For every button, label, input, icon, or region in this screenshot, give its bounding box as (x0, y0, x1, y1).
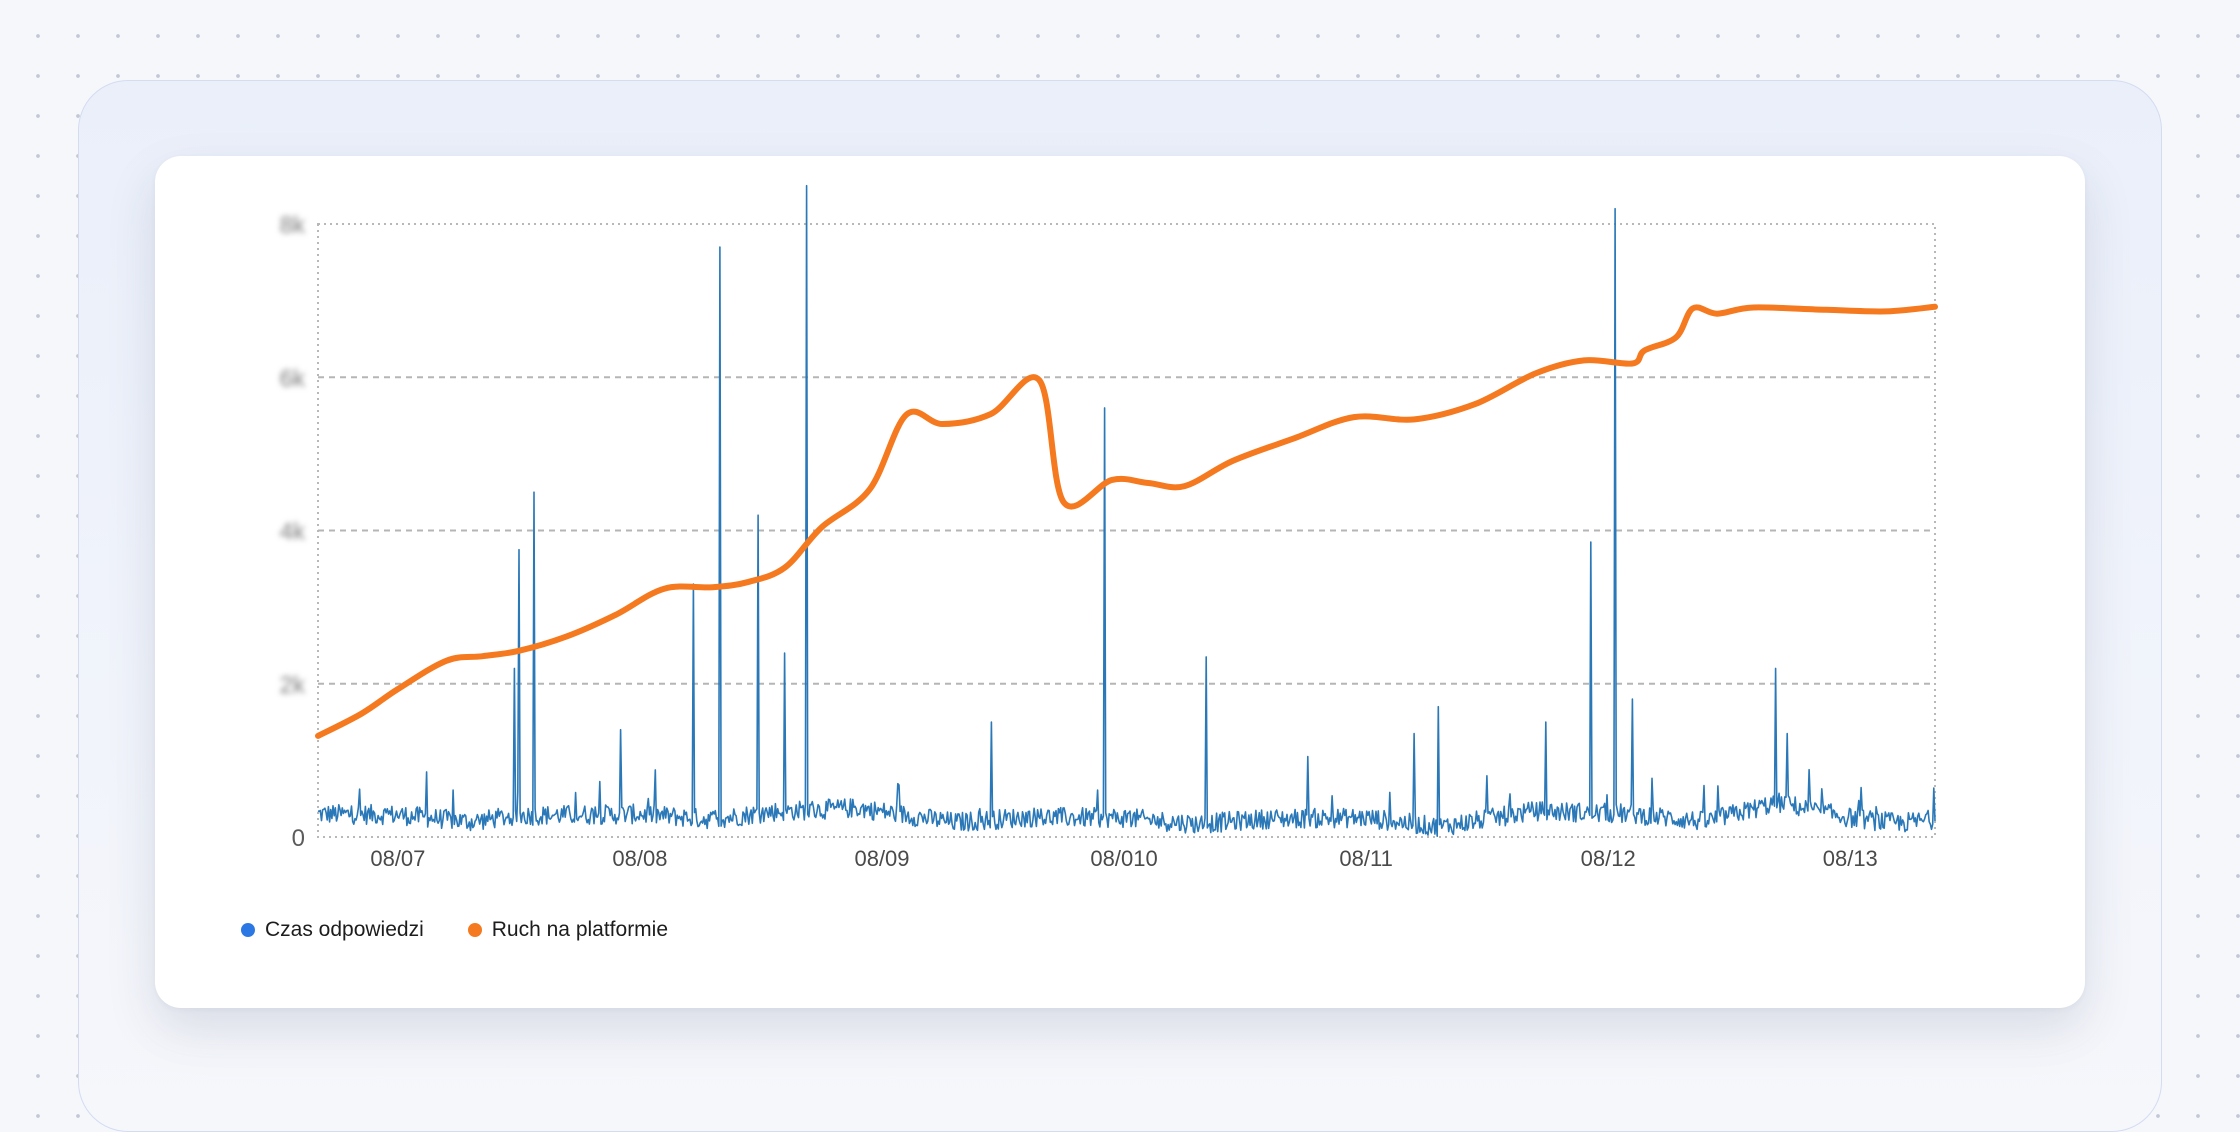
y-tick-label: 8k (280, 212, 306, 239)
x-tick-labels: 08/07 08/08 08/09 08/010 08/11 08/12 08/13 (370, 846, 1877, 871)
series-line-czas-odpowiedzi (317, 184, 1936, 837)
x-tick-label: 08/13 (1823, 846, 1878, 871)
y-tick-label: 6k (280, 365, 306, 392)
y-tick-label: 4k (280, 519, 306, 546)
x-tick-label: 08/11 (1339, 846, 1392, 871)
x-tick-label: 08/08 (612, 846, 667, 871)
line-chart: 0 2k 4k 6k 8k 08/07 08/08 08/09 08/010 08/11 08/1… (280, 184, 1938, 871)
legend-label: Ruch na platformie (491, 918, 669, 941)
x-tick-label: 08/07 (370, 846, 425, 871)
y-tick-label: 0 (292, 825, 305, 852)
x-tick-label: 08/12 (1581, 846, 1636, 871)
x-tick-label: 08/010 (1090, 846, 1157, 871)
series-line-ruch-na-platformie (315, 303, 1938, 739)
legend-item-ruch-na-platformie[interactable]: Ruch na platformie (467, 918, 669, 942)
chart-card: 0 2k 4k 6k 8k 08/07 08/08 08/09 08/010 08/11 08/1… (155, 156, 2085, 1008)
x-tick-label: 08/09 (854, 846, 909, 871)
grid-layer (317, 223, 1936, 838)
y-tick-label: 2k (280, 672, 306, 699)
chart-legend: Czas odpowiedzi Ruch na platformie (241, 918, 668, 942)
legend-marker-icon (241, 923, 255, 937)
legend-label: Czas odpowiedzi (265, 918, 424, 941)
legend-item-czas-odpowiedzi[interactable]: Czas odpowiedzi (241, 918, 424, 942)
y-tick-labels: 0 2k 4k 6k 8k (280, 212, 306, 852)
legend-marker-icon (467, 923, 482, 937)
